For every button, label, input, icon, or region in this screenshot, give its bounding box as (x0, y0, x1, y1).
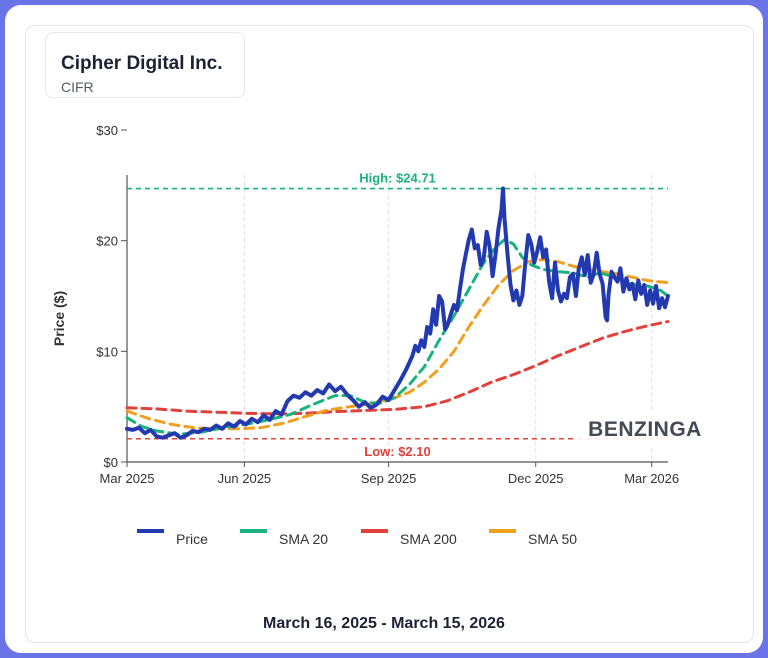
watermark-box: BENZINGA (573, 410, 716, 446)
x-tick-label: Jun 2025 (218, 471, 272, 486)
series-line-sma200 (125, 320, 670, 416)
annotations: High: $24.71 Low: $2.10 (127, 171, 668, 459)
legend-label-sma20: SMA 20 (279, 531, 328, 547)
axes: $0 $10 $20 $30 Mar 2025 Jun 2025 Sep 2025 Dec 2… (51, 123, 679, 486)
legend: Price SMA 20 SMA 200 SMA 50 (137, 529, 577, 547)
title-card: Cipher Digital Inc. CIFR (45, 32, 245, 98)
y-tick-label: $20 (96, 234, 118, 249)
chart-card (25, 25, 754, 643)
series-lines (125, 186, 670, 440)
y-axis-label: Price ($) (51, 291, 67, 346)
x-tick-label: Mar 2025 (100, 471, 155, 486)
ticker-symbol: CIFR (61, 79, 94, 95)
x-tick-label: Sep 2025 (361, 471, 417, 486)
low-label: Low: $2.10 (364, 444, 430, 459)
series-line-price (125, 186, 670, 440)
y-tick-label: $30 (96, 123, 118, 138)
high-label: High: $24.71 (359, 171, 436, 186)
date-range: March 16, 2025 - March 15, 2026 (263, 615, 505, 632)
x-tick-label: Mar 2026 (624, 471, 679, 486)
legend-label-price: Price (176, 531, 208, 547)
legend-label-sma200: SMA 200 (400, 531, 457, 547)
y-tick-label: $10 (96, 344, 118, 359)
x-tick-label: Dec 2025 (508, 471, 564, 486)
y-tick-label: $0 (104, 455, 118, 470)
company-name: Cipher Digital Inc. (61, 53, 223, 74)
legend-label-sma50: SMA 50 (528, 531, 577, 547)
benzinga-watermark: BENZINGA (588, 418, 702, 441)
